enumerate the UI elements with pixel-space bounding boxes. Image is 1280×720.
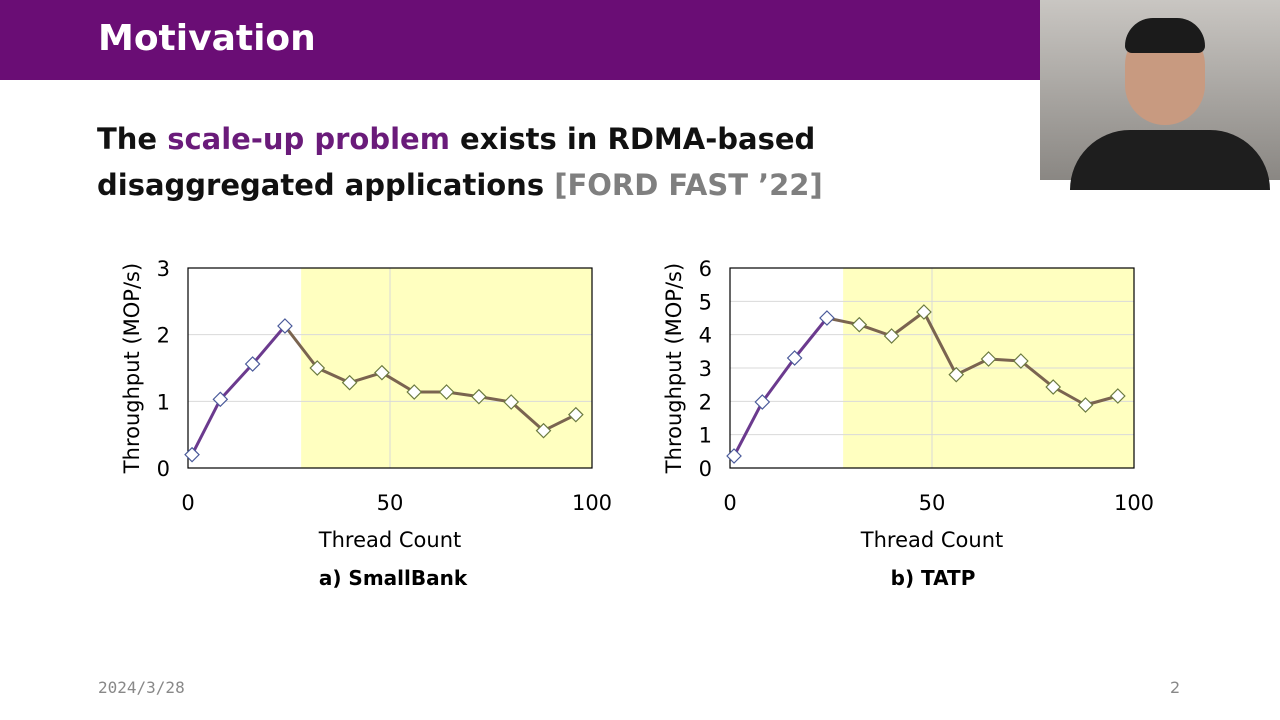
series-line-segment [955,357,990,377]
slide-date: 2024/3/28 [98,678,185,697]
data-point [1045,379,1062,395]
series-line-segment [761,357,796,403]
x-tick-label: 50 [919,491,946,515]
data-point [1109,388,1126,404]
x-axis-label: Thread Count [860,528,1003,552]
series-line-segment [510,400,545,432]
x-axis-label: Thread Count [318,528,461,552]
data-point [535,422,552,439]
data-point [786,350,803,366]
x-tick-label: 100 [1114,491,1154,515]
data-point [503,394,520,410]
data-point [883,328,900,344]
series-line-segment [219,362,254,401]
series-line-segment [1019,359,1055,389]
y-tick-label: 1 [699,424,712,448]
data-point [406,384,423,400]
y-tick-label: 3 [157,257,170,281]
subtitle-text: exists in RDMA-based disaggregated appli… [97,122,816,202]
chart-smallbank: 0 1 2 3 0 50 100 Thread Count Throughput (MOP/s) [120,257,612,552]
y-tick-label: 6 [699,257,712,281]
chart-tatp: 0 1 2 3 4 5 6 0 50 100 Thread Count Throughput (MOP… [662,257,1154,552]
chart-caption: b) TATP [890,566,976,590]
series-line-segment [190,398,222,456]
data-point [948,366,965,383]
y-tick-label: 3 [699,357,712,381]
data-point [754,394,771,410]
x-tick-label: 50 [377,491,404,515]
citation: [FORD FAST ’22] [554,168,823,202]
data-point [309,360,326,376]
y-tick-label: 1 [157,390,170,414]
y-axis-label: Throughput (MOP/s) [120,263,144,474]
data-point [374,364,390,381]
y-tick-label: 0 [157,457,170,481]
y-tick-label: 4 [699,324,712,348]
data-point [212,391,229,408]
data-point [851,316,868,333]
y-tick-label: 0 [699,457,712,481]
series-line-segment [1052,385,1087,407]
data-point [471,388,487,405]
y-tick-label: 5 [699,290,712,314]
data-point [1077,397,1094,413]
plot-frame [187,267,593,469]
data-point [1013,353,1029,369]
data-point [980,351,997,367]
data-point [341,374,358,391]
data-point [819,310,835,326]
series-line-segment [793,317,829,359]
y-tick-label: 2 [157,324,170,348]
presenter-body [1070,130,1270,190]
subtitle-text: The [97,122,168,156]
x-tick-label: 100 [572,491,612,515]
webcam-video [1040,0,1280,190]
slide-subtitle: The scale-up problem exists in RDMA-base… [97,116,1027,208]
series-line-segment [732,401,764,457]
data-point [277,318,293,334]
series-line-segment [381,371,416,394]
data-point [184,446,200,463]
data-point [916,304,932,320]
series-line-segment [283,325,319,369]
data-point [438,384,455,400]
x-tick-label: 0 [181,491,194,515]
series-line-segment [890,310,925,338]
subtitle-highlight: scale-up problem [167,122,450,156]
data-point [726,448,742,464]
title-bar: Motivation [0,0,1040,80]
data-point [567,406,584,423]
chart-caption: a) SmallBank [318,566,468,590]
plot-frame [729,267,1135,469]
slide-title: Motivation [98,18,316,59]
page-number: 2 [1170,678,1181,697]
x-tick-label: 0 [723,491,736,515]
presenter-hair [1125,18,1205,53]
series-line-segment [251,325,287,365]
y-axis-label: Throughput (MOP/s) [662,263,686,474]
data-point [244,356,261,372]
series-line-segment [542,413,577,433]
series-line-segment [922,311,958,376]
y-tick-label: 2 [699,390,712,414]
